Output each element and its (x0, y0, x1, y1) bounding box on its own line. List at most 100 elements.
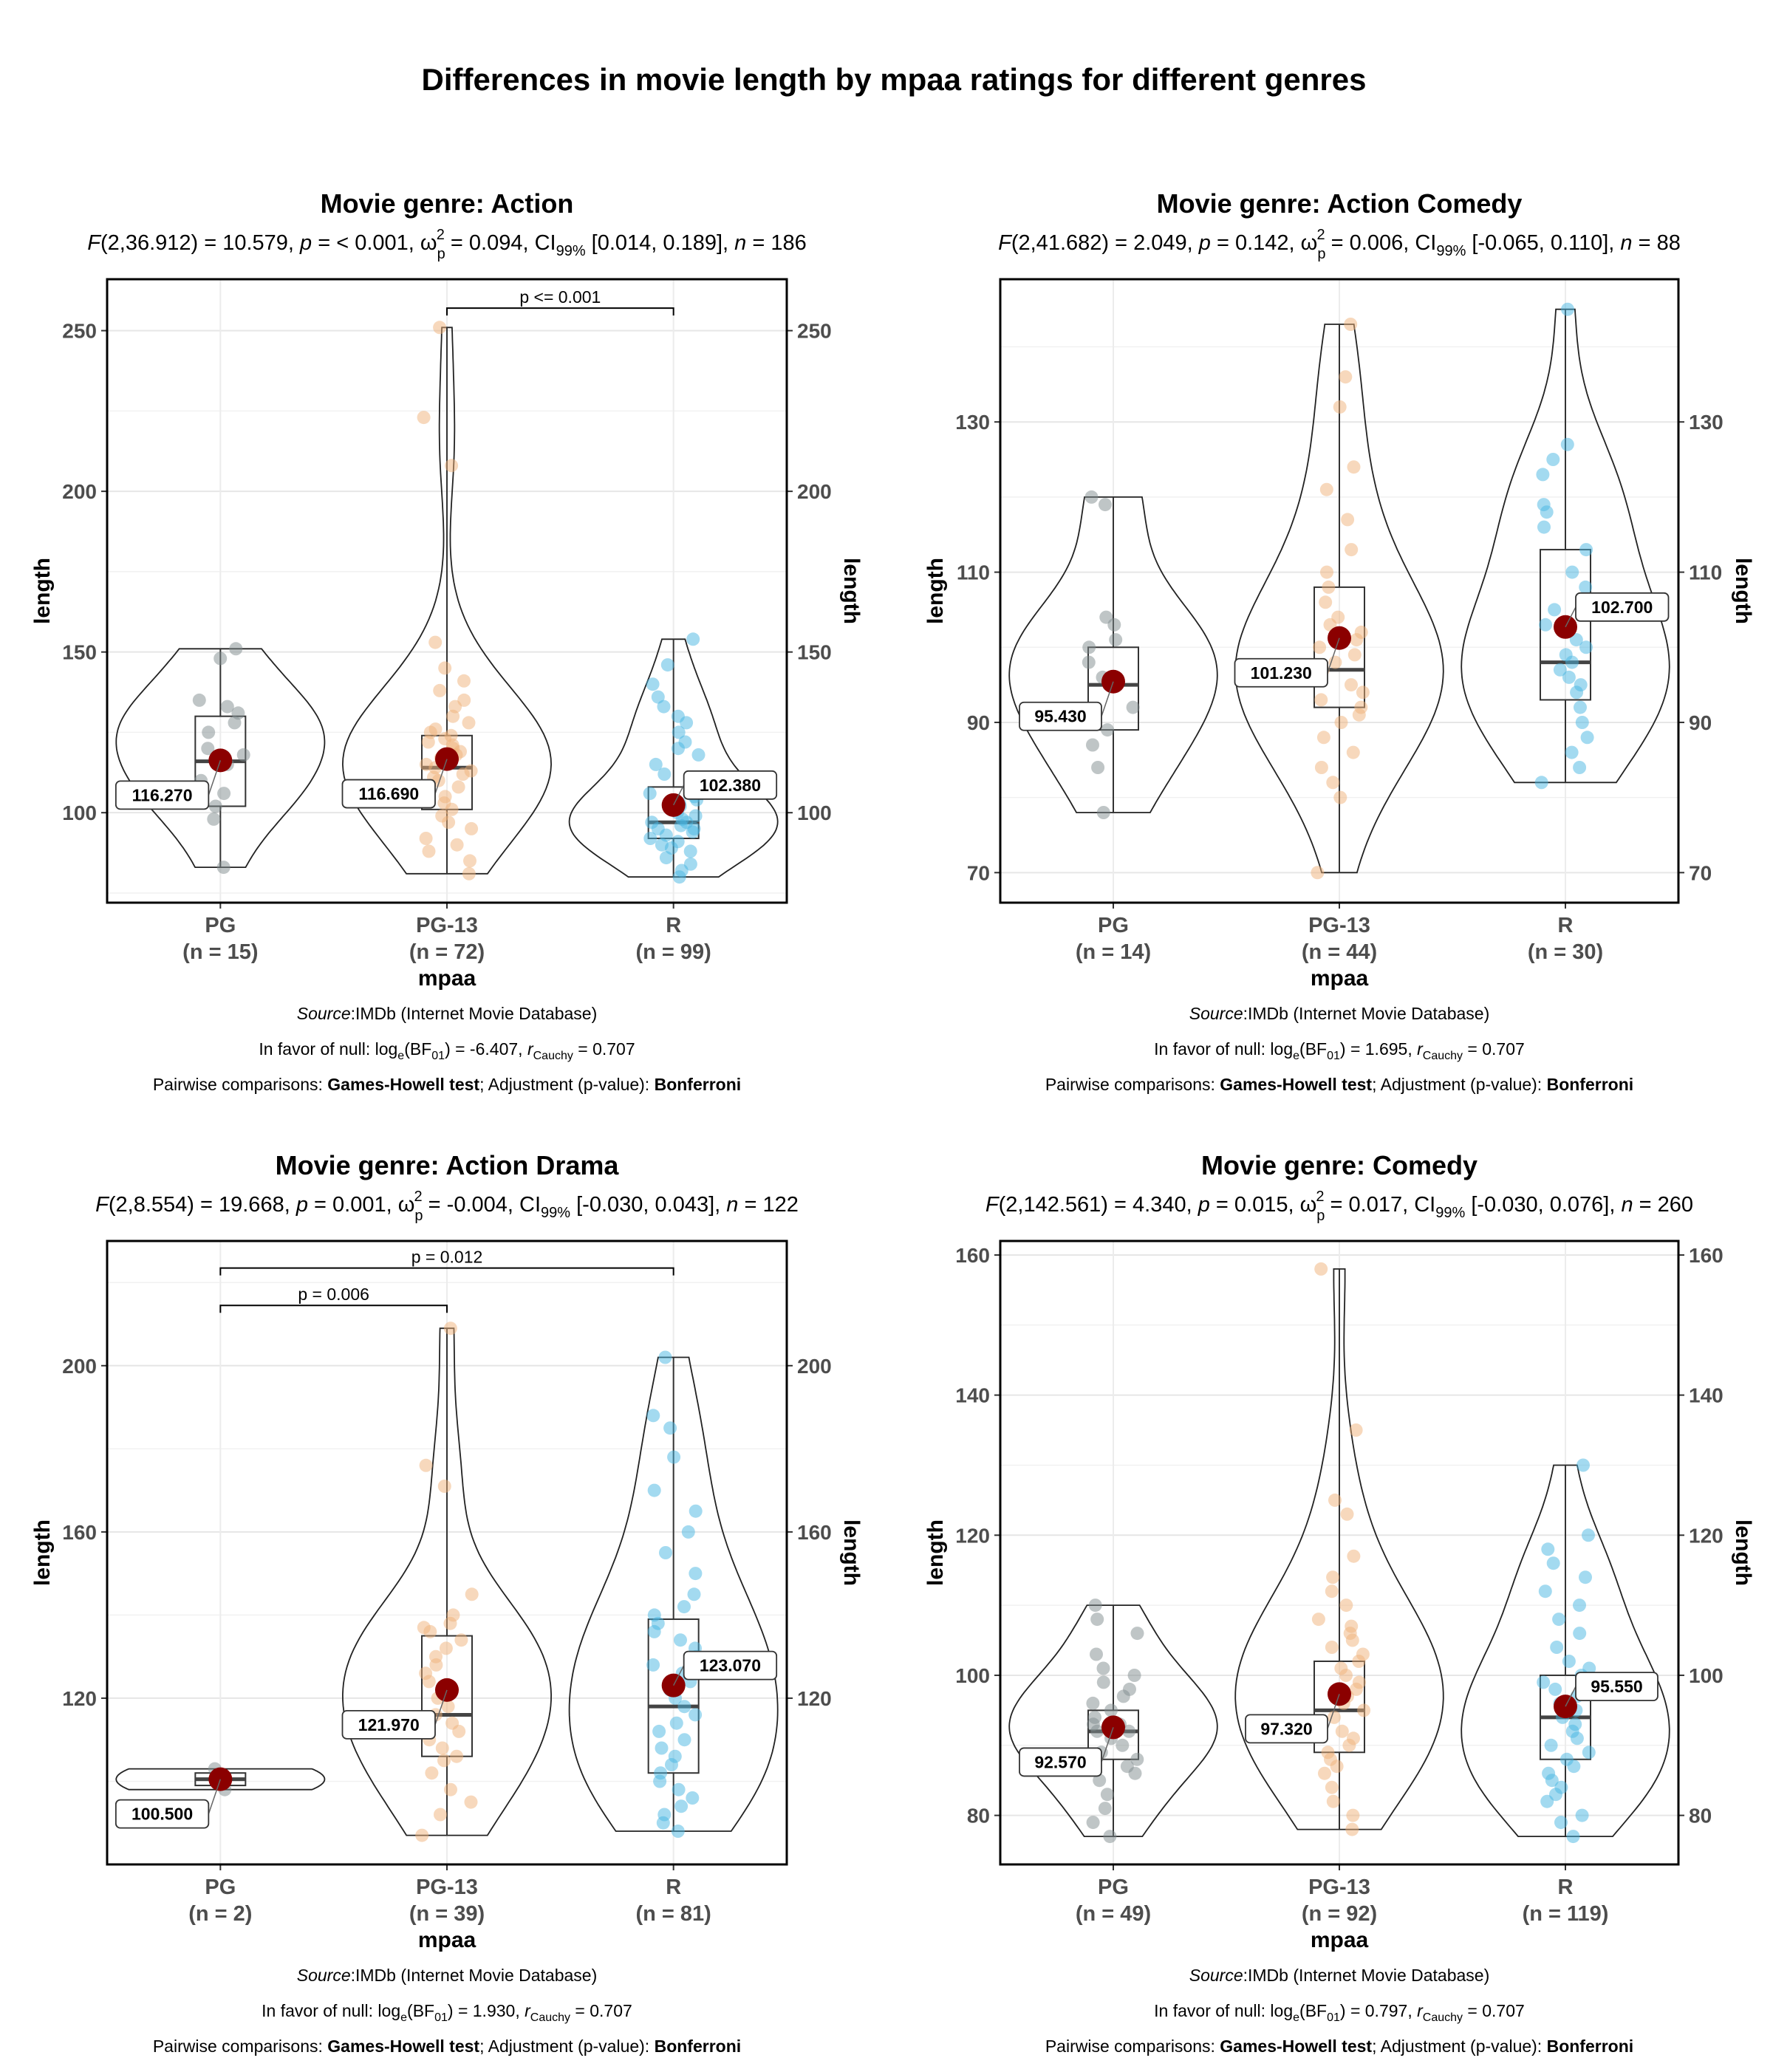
panel-title: Movie genre: Action (321, 188, 574, 219)
data-point (1086, 1816, 1100, 1830)
footer-bayes-value: ) = 1.695, (1340, 1039, 1417, 1059)
data-point (1335, 1724, 1349, 1738)
mean-label-leader (1101, 681, 1114, 717)
data-point (1120, 1760, 1134, 1774)
stat-n-symbol: n (1620, 231, 1632, 255)
mean-label-leader (673, 784, 685, 806)
data-point (671, 835, 685, 849)
footer-pairwise-prefix: Pairwise comparisons: (153, 2037, 327, 2056)
data-point (683, 857, 697, 871)
footer-pairwise: Pairwise comparisons: Games-Howell test;… (153, 2037, 741, 2056)
data-point (444, 1782, 457, 1796)
x-count-label: (n = 30) (1528, 940, 1603, 964)
data-point (1098, 1802, 1112, 1816)
footer-pairwise-test: Games-Howell test (1220, 1075, 1372, 1094)
x-tick-label: PG-13 (416, 914, 478, 937)
mean-label-leader (208, 1779, 222, 1814)
data-point (1347, 648, 1362, 662)
data-point (435, 809, 449, 823)
footer-source: Source:IMDb (Internet Movie Database) (1189, 1004, 1490, 1023)
data-point (1314, 1262, 1328, 1276)
data-point (674, 1799, 689, 1813)
data-point (1339, 370, 1353, 384)
data-point (1582, 1661, 1596, 1675)
stat-omega-value: = 0.094, CI (445, 231, 556, 255)
mean-label: 116.270 (132, 785, 193, 804)
x-count-label: (n = 14) (1076, 940, 1151, 964)
footer-pairwise-adjust: Bonferroni (655, 1075, 742, 1094)
data-point (417, 1621, 431, 1635)
stat-omega-value: = 0.006, CI (1325, 231, 1437, 255)
data-point (415, 1828, 429, 1842)
data-point (1574, 700, 1587, 714)
mean-label: 102.380 (700, 776, 761, 795)
footer-bayes-r-value: = 0.707 (1463, 2001, 1525, 2020)
data-point (1318, 1766, 1331, 1780)
data-point (1573, 1627, 1587, 1641)
data-point (1345, 1619, 1359, 1633)
data-point (678, 735, 692, 749)
data-point (438, 661, 452, 675)
panel-frame (999, 1240, 1680, 1866)
data-point (434, 1808, 447, 1822)
stat-n-symbol: n (734, 231, 746, 255)
y-tick-label: 80 (967, 1805, 990, 1827)
data-point (645, 816, 659, 830)
data-point (433, 321, 447, 335)
data-point (1347, 1731, 1360, 1746)
data-point (419, 1666, 433, 1680)
violin-outline (115, 1768, 326, 1791)
data-point (454, 1633, 468, 1647)
mean-label: 121.970 (358, 1715, 420, 1734)
mean-label: 123.070 (700, 1656, 761, 1675)
data-point (1346, 1808, 1360, 1822)
stat-n-value: = 186 (746, 231, 806, 255)
footer-bayes-bf: (BF (1299, 2001, 1327, 2020)
mean-label-leader (1327, 637, 1340, 673)
x-tick-label: PG (205, 1876, 236, 1899)
data-point (444, 728, 458, 742)
data-point (643, 787, 657, 801)
y-tick-label-right: 120 (1689, 1524, 1724, 1547)
data-point (1576, 1458, 1590, 1472)
panel-subtitle: F(2,36.912) = 10.579, p = < 0.001, ωp2 =… (87, 227, 806, 262)
violin-outline (1461, 1464, 1670, 1837)
footer-bayes-value: ) = -6.407, (445, 1039, 527, 1059)
y-tick-label-right: 110 (1689, 561, 1722, 584)
footer-bayes-bf: (BF (404, 1039, 431, 1059)
y-axis-title-right: length (839, 558, 864, 624)
mean-label-box (1575, 1672, 1658, 1702)
footer-source-text: :IMDb (Internet Movie Database) (1243, 1966, 1490, 1985)
data-point (457, 674, 471, 688)
data-point (441, 1700, 455, 1714)
footer-pairwise-test: Games-Howell test (1220, 2037, 1372, 2056)
footer-bayes-bf-sub: 01 (431, 1050, 445, 1062)
data-point (417, 411, 431, 425)
stat-omega-symbol: ω (1301, 231, 1318, 255)
stat-omega-sup: 2 (1316, 227, 1325, 243)
mean-label-leader (1101, 1727, 1114, 1762)
footer-pairwise-prefix: Pairwise comparisons: (1045, 1075, 1220, 1094)
panel-2: Movie genre: Action Comedy F(2,41.682) = … (923, 188, 1755, 1094)
stat-ci-value: [-0.065, 0.110], (1466, 231, 1620, 255)
x-axis-title: mpaa (1311, 1928, 1369, 1952)
data-point (1569, 633, 1583, 647)
footer-source: Source:IMDb (Internet Movie Database) (297, 1966, 598, 1985)
data-point (1546, 1556, 1560, 1570)
data-point (1539, 618, 1553, 632)
data-point (668, 1749, 682, 1763)
data-point (1319, 595, 1333, 609)
mean-label-box (115, 780, 210, 810)
data-point (1565, 565, 1579, 579)
data-point (1344, 318, 1358, 331)
data-point (1314, 693, 1328, 707)
stat-p-value: = 0.001, (308, 1193, 398, 1217)
data-point (1357, 1703, 1371, 1717)
stat-omega-sub: p (437, 246, 445, 262)
x-tick-label: PG (1098, 914, 1129, 937)
data-point (446, 1608, 460, 1622)
mean-label-box (683, 770, 778, 800)
data-point (1554, 1780, 1568, 1794)
data-point (428, 635, 443, 649)
data-point (1082, 640, 1096, 654)
